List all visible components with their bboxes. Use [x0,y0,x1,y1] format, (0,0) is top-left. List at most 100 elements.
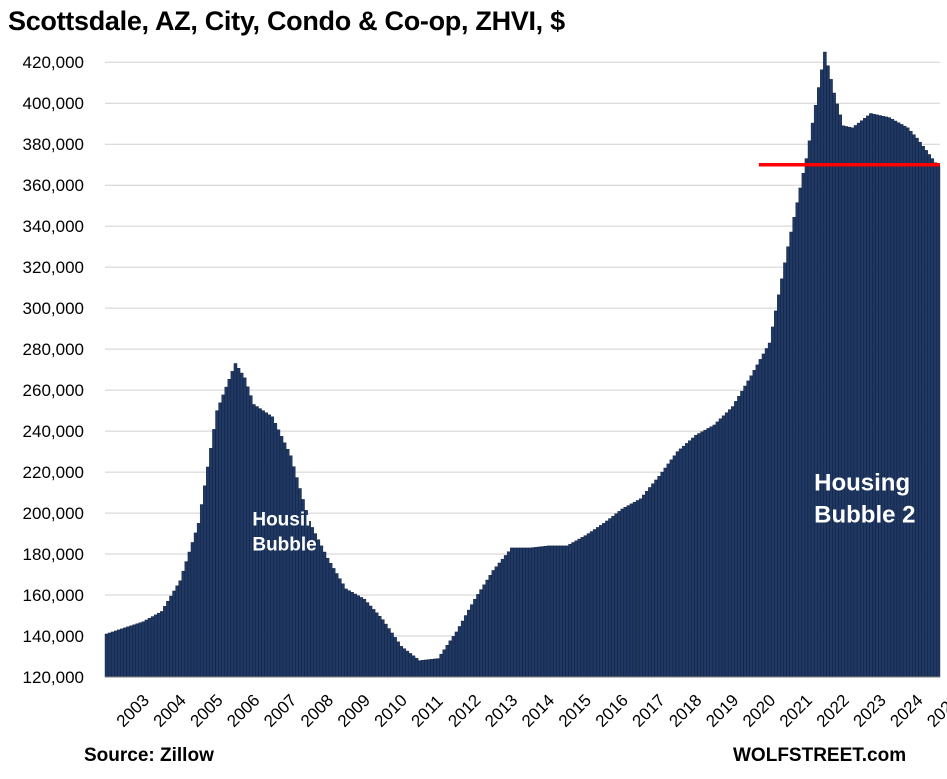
bar [368,605,373,678]
bar [138,622,143,678]
bar [715,421,720,678]
bar [525,547,529,678]
bar [420,660,425,678]
bar [359,597,364,678]
bar [288,455,293,678]
bar [457,626,462,678]
bar [338,578,342,678]
bar [144,619,149,678]
bar [743,385,747,678]
bar [780,278,784,678]
bar [196,523,201,678]
bar [463,615,468,678]
bar [629,503,634,678]
bar [844,126,849,678]
x-tick-label: 2012 [444,691,484,731]
bar [218,402,222,678]
bar [804,158,809,678]
bar [230,371,235,678]
x-tick-label: 2023 [850,691,890,731]
bar [906,127,910,678]
bar [936,166,941,678]
bar [611,515,615,678]
bar [559,545,563,678]
annotation-label: Housing Bubble 1 [252,509,333,555]
bar [602,523,606,678]
bar [500,558,505,678]
bar [703,429,707,678]
bar [709,426,714,678]
bar [807,140,812,678]
bar [516,547,520,678]
x-tick-label: 2021 [776,691,816,731]
x-tick-label: 2014 [518,691,558,731]
bar [522,547,526,678]
bar [126,626,130,678]
bar [786,246,790,678]
bar [626,505,631,678]
bar [912,134,916,678]
bar [847,126,852,678]
bar [638,498,643,678]
x-tick-label: 2025 [923,691,947,731]
y-tick-label: 120,000 [23,668,84,687]
bar [221,394,225,678]
bar [442,649,446,678]
bar [123,627,127,678]
bar [869,113,873,678]
bar [460,620,465,678]
bar [899,124,904,678]
x-tick-label: 2018 [665,691,705,731]
bar [393,637,397,678]
bar [414,658,419,678]
bar [242,377,247,678]
bar [810,122,815,678]
bar [918,141,922,678]
bar [685,443,689,678]
bar [712,424,717,678]
x-tick-label: 2016 [592,691,632,731]
bar [746,380,750,678]
bar [319,545,324,678]
bar [740,390,744,678]
bar [617,511,621,678]
x-tick-label: 2003 [113,691,153,731]
bar [767,342,772,678]
bar [150,616,155,678]
x-tick-label: 2024 [886,691,926,731]
bar [764,348,769,678]
bar [169,595,173,678]
bar [546,545,551,678]
x-tick-label: 2004 [150,691,190,731]
bar [172,590,176,678]
bar [909,131,913,678]
bar [924,150,928,678]
bar [166,600,170,678]
bar [479,589,483,678]
y-tick-label: 400,000 [23,94,84,113]
bar [470,604,474,678]
bar [850,127,855,678]
bar [156,612,161,678]
bar [774,310,778,678]
brand-note: WOLFSTREET.com [733,745,907,766]
bar [608,518,612,678]
bar [528,547,532,678]
bar [884,116,889,678]
bar [737,396,741,678]
bar [571,542,575,678]
bar [881,116,885,678]
bar [770,326,775,678]
bar [430,659,434,678]
bar [233,363,238,678]
x-tick-label: 2009 [334,691,374,731]
x-tick-label: 2011 [408,692,447,731]
bar [645,491,649,678]
bar [494,566,499,678]
bar [777,294,781,678]
bar [331,568,336,678]
bar [681,445,686,678]
bar [798,187,803,678]
bar [476,594,480,678]
bar [599,525,603,678]
